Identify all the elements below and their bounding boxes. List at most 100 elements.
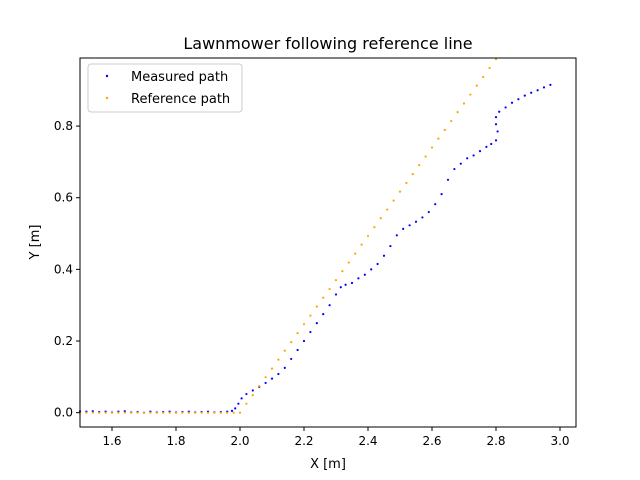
x-tick-label: 2.0 [230,434,249,448]
data-point [162,411,165,414]
data-point [437,137,440,140]
data-point [395,234,398,237]
data-point [283,366,286,369]
data-point [328,287,331,291]
data-point [264,376,267,379]
y-axis-ticks: 0.0 0.2 0.4 0.6 0.8 [54,119,80,420]
data-point [302,339,306,343]
data-point [104,411,107,414]
data-point [245,402,248,405]
data-point [490,142,493,146]
data-point [149,411,152,414]
data-point [290,340,293,344]
data-point [130,411,133,414]
legend: Measured path Reference path [87,63,243,113]
data-point [232,411,235,414]
y-tick-label: 0.6 [54,191,73,205]
data-point [354,252,357,255]
data-point [277,372,280,376]
data-point [245,392,248,396]
data-point [290,357,293,361]
data-point [386,208,389,211]
data-point [462,102,466,105]
data-point [366,234,370,238]
data-point [85,411,88,414]
legend-box [87,63,243,113]
legend-marker-reference [105,96,109,100]
x-tick-label: 1.6 [102,434,121,448]
data-point [315,305,318,308]
data-point [155,411,158,414]
y-tick-label: 0.2 [54,334,73,348]
data-point [549,83,552,86]
data-point [350,281,354,285]
data-point [370,268,373,271]
series-measured [78,83,552,414]
data-point [459,162,462,165]
data-point [430,146,434,149]
data-point [379,217,382,220]
legend-marker-measured [105,74,109,78]
data-point [344,283,347,286]
data-point [341,270,344,273]
data-point [347,261,350,264]
data-point [496,130,499,133]
data-point [472,154,475,157]
data-point [322,296,325,299]
data-point [478,150,482,153]
x-tick-label: 2.6 [422,434,441,448]
data-point [510,101,514,104]
data-point [168,411,171,414]
data-point [194,411,197,414]
data-point [296,332,299,335]
data-point [200,411,203,414]
data-point [219,411,222,414]
data-point [443,128,446,132]
data-point [334,279,338,282]
data-point [498,110,501,113]
data-point [517,98,520,101]
data-point [402,227,405,230]
plot-frame [79,57,577,428]
data-point [453,167,456,171]
data-point [363,273,366,276]
data-point [277,358,280,361]
data-point [206,411,210,414]
data-point [494,116,498,119]
data-point [434,203,437,206]
legend-label-measured: Measured path [131,70,228,85]
data-point [373,226,376,229]
data-point [440,193,443,196]
data-point [237,402,240,405]
data-point [339,286,342,289]
series-reference [78,57,498,414]
data-point [446,178,450,181]
data-point [251,394,254,397]
data-point [283,349,286,352]
data-point [328,304,331,307]
data-point [110,411,114,414]
data-point [230,409,234,412]
data-point [398,190,402,193]
data-point [456,111,459,114]
data-point [357,277,360,280]
x-tick-label: 2.8 [486,434,505,448]
data-point [494,123,498,126]
data-point [411,172,414,176]
data-point [234,407,237,410]
data-point [536,89,539,92]
data-point [315,322,318,325]
data-point [296,348,299,352]
y-axis-label: Y [m] [28,225,43,261]
data-point [424,155,427,158]
data-point [136,411,139,414]
data-point [240,397,243,400]
data-point [91,411,94,414]
data-point [382,254,386,257]
data-point [270,377,274,380]
data-point [322,313,325,316]
data-point [226,411,229,414]
x-tick-label: 1.8 [166,434,185,448]
data-point [309,314,312,317]
